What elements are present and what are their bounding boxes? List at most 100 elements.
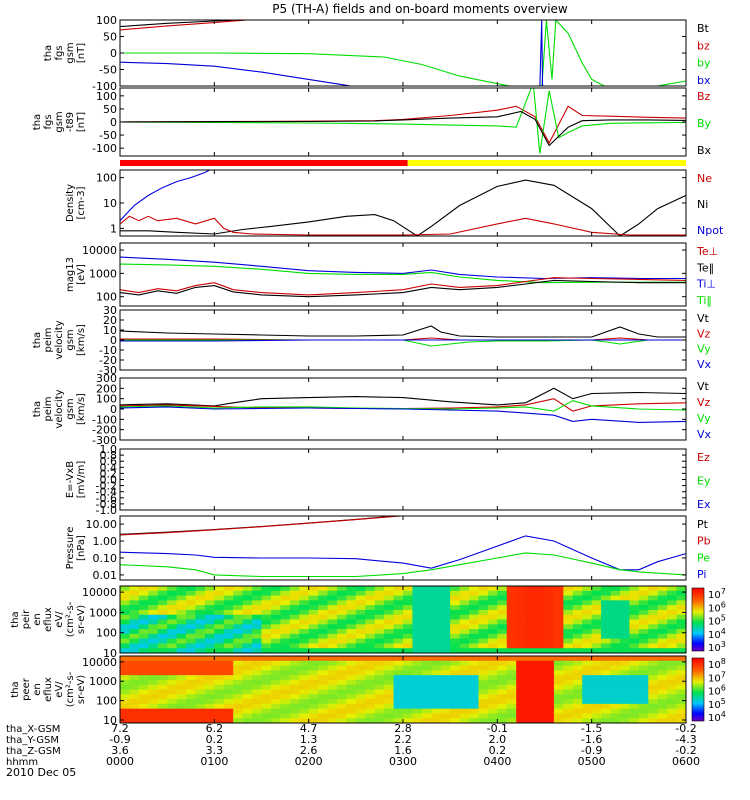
- spectrogram-cell: [223, 648, 234, 653]
- spectrogram-cell: [223, 595, 234, 601]
- spectrogram-cell: [336, 689, 347, 695]
- spectrogram-cell: [223, 643, 234, 649]
- spectrogram-cell: [204, 694, 215, 700]
- spectrogram-cell: [657, 629, 668, 635]
- spectrogram-cell: [157, 605, 168, 611]
- spectrogram-cell: [506, 595, 517, 601]
- spectrogram-cell: [629, 670, 640, 676]
- spectrogram-cell: [148, 675, 159, 681]
- spectrogram-cell: [280, 638, 291, 645]
- legend-Bt: Bt: [697, 22, 710, 35]
- spectrogram-cell: [327, 629, 338, 635]
- spectrogram-cell: [676, 624, 686, 630]
- y-axis-label: [mV/m]: [76, 461, 87, 499]
- spectrogram-cell: [610, 684, 621, 691]
- spectrogram-cell: [638, 590, 649, 597]
- series-line-Vt: [120, 325, 686, 338]
- series-line-Te⊥: [120, 277, 686, 296]
- spectrogram-cell: [186, 708, 197, 715]
- spectrogram-cell: [270, 586, 281, 592]
- spectrogram-cell: [601, 713, 612, 719]
- spectrogram-cell: [440, 614, 451, 621]
- spectrogram-cell: [591, 638, 602, 645]
- spectrogram-cell: [516, 708, 527, 715]
- spectrogram-cell: [270, 643, 281, 649]
- spectrogram-cell: [167, 694, 178, 700]
- panel-frame: [119, 448, 687, 511]
- spectrogram-cell: [289, 605, 300, 611]
- spectrogram-cell: [289, 600, 300, 606]
- spectrogram-cell: [440, 699, 451, 705]
- spectrogram-cell: [393, 718, 404, 723]
- spectrogram-cell: [299, 689, 310, 695]
- spectrogram-cell: [223, 600, 234, 606]
- spectrogram-cell: [629, 665, 640, 671]
- spectrogram-cell: [270, 656, 281, 662]
- spectrogram-cell: [610, 665, 621, 671]
- spectrogram-cell: [516, 656, 527, 662]
- spectrogram-cell: [346, 675, 357, 681]
- spectrogram-cell: [582, 590, 593, 597]
- spectrogram-cell: [346, 586, 357, 592]
- spectrogram-cell: [487, 679, 498, 686]
- y-axis-label: velocity: [54, 320, 65, 359]
- spectrogram-cell: [431, 609, 442, 616]
- spectrogram-cell: [318, 694, 329, 700]
- spectrogram-cell: [233, 633, 244, 640]
- y-tick-label: 1: [110, 222, 117, 235]
- spectrogram-cell: [242, 648, 253, 653]
- spectrogram-cell: [138, 643, 149, 649]
- spectrogram-cell: [299, 694, 310, 700]
- spectrogram-cell: [497, 605, 508, 611]
- spectrogram-cell: [336, 703, 347, 710]
- spectrogram-cell: [308, 633, 319, 640]
- spectrogram-cell: [138, 614, 149, 621]
- spectrogram-cell: [506, 708, 517, 715]
- spectrogram-cell: [667, 679, 678, 686]
- spectrogram-cell: [384, 614, 395, 621]
- spectrogram-cell: [450, 689, 461, 695]
- spectrogram-cell: [138, 689, 149, 695]
- spectrogram-cell: [355, 648, 366, 653]
- spectrogram-cell: [421, 633, 432, 640]
- spectrogram-cell: [204, 600, 215, 606]
- spectrogram-cell: [365, 600, 376, 606]
- spectrogram-cell: [431, 638, 442, 645]
- y-tick-label: 100: [96, 393, 117, 406]
- spectrogram-cell: [289, 718, 300, 723]
- spectrogram-cell: [657, 633, 668, 640]
- spectrogram-cell: [478, 605, 489, 611]
- spectrogram-cell: [214, 713, 225, 719]
- spectrogram-cell: [167, 633, 178, 640]
- spectrogram-cell: [469, 614, 480, 621]
- spectrogram-cell: [478, 699, 489, 705]
- y-tick-label: -100: [92, 80, 117, 93]
- spectrogram-cell: [308, 665, 319, 671]
- spectrogram-cell: [506, 713, 517, 719]
- spectrogram-cell: [506, 699, 517, 705]
- spectrogram-cell: [619, 718, 630, 723]
- spectrogram-cell: [120, 600, 131, 606]
- spectrogram-cell: [384, 629, 395, 635]
- spectrogram-cell: [563, 660, 574, 667]
- spectrogram-cell: [384, 609, 395, 616]
- spectrogram-cell: [355, 638, 366, 645]
- spectrogram-cell: [572, 595, 583, 601]
- spectrogram-cell: [629, 699, 640, 705]
- spectrogram-cell: [176, 609, 187, 616]
- spectrogram-cell: [299, 633, 310, 640]
- spectrogram-cell: [469, 708, 480, 715]
- spectrogram-cell: [120, 624, 131, 630]
- spectrogram-cell: [440, 648, 451, 653]
- spectrogram-cell: [355, 675, 366, 681]
- spectrogram-cell: [195, 656, 206, 662]
- spectrogram-cell: [176, 624, 187, 630]
- y-tick-label: -300: [92, 434, 117, 447]
- spectrogram-cell: [176, 699, 187, 705]
- spectrogram-cell: [619, 614, 630, 621]
- ephemeris-value: 0.2: [489, 744, 507, 757]
- spectrogram-cell: [487, 699, 498, 705]
- spectrogram-cell: [648, 609, 659, 616]
- spectrogram-cell: [157, 665, 168, 671]
- spectrogram-cell: [544, 670, 555, 676]
